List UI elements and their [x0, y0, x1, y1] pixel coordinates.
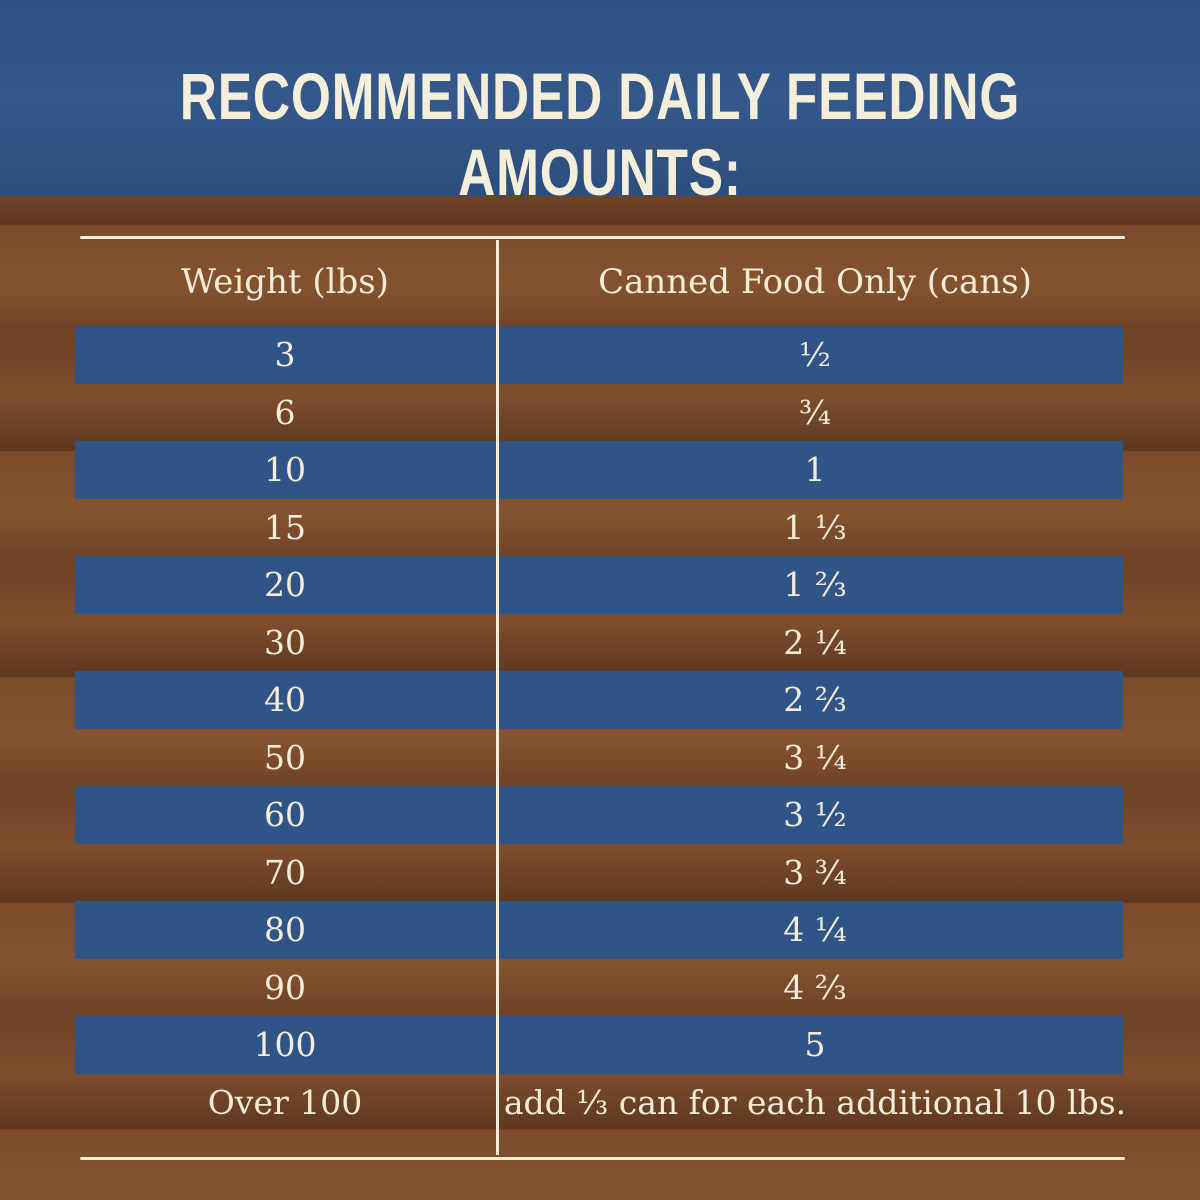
cans-cell: ¾ [799, 392, 831, 432]
weight-cell: Over 100 [207, 1082, 363, 1122]
row-stripe [75, 1016, 1123, 1074]
row-stripe [75, 556, 1123, 614]
cans-cell: 1 [804, 450, 826, 489]
cans-cell: 1 ⅓ [783, 507, 847, 547]
cans-cell: ½ [799, 335, 831, 374]
table-bottom-rule [80, 1157, 1125, 1160]
weight-cell: 20 [264, 565, 306, 604]
weight-cell: 30 [264, 622, 306, 662]
weight-cell: 90 [264, 967, 306, 1007]
row-stripe [75, 441, 1123, 499]
weight-cell: 6 [274, 392, 296, 432]
weight-cell: 50 [264, 737, 306, 777]
cans-cell: 3 ½ [783, 795, 847, 834]
row-stripe [75, 326, 1123, 384]
cans-cell: 4 ⅔ [783, 967, 847, 1007]
column-divider [496, 240, 499, 1155]
weight-cell: 3 [274, 335, 296, 374]
row-stripe [75, 671, 1123, 729]
weight-cell: 80 [264, 910, 306, 949]
table-top-rule [80, 236, 1125, 239]
page-title: RECOMMENDED DAILY FEEDING AMOUNTS: [179, 59, 1021, 209]
weight-cell: 60 [264, 795, 306, 834]
cans-cell: add ⅓ can for each additional 10 lbs. [503, 1082, 1127, 1122]
cans-cell: 5 [804, 1025, 826, 1064]
column-header-cans: Canned Food Only (cans) [598, 262, 1032, 302]
row-stripe [75, 901, 1123, 959]
cans-cell: 4 ¼ [783, 910, 847, 949]
cans-cell: 2 ¼ [783, 622, 847, 662]
weight-cell: 10 [264, 450, 306, 489]
weight-cell: 100 [253, 1025, 317, 1064]
cans-cell: 1 ⅔ [783, 565, 847, 604]
cans-cell: 3 ¼ [783, 737, 847, 777]
cans-cell: 3 ¾ [783, 852, 847, 892]
weight-cell: 15 [264, 507, 306, 547]
row-stripe [75, 786, 1123, 844]
column-header-weight: Weight (lbs) [181, 262, 389, 302]
header-band [0, 0, 1200, 196]
weight-cell: 40 [264, 680, 306, 719]
cans-cell: 2 ⅔ [783, 680, 847, 719]
weight-cell: 70 [264, 852, 306, 892]
